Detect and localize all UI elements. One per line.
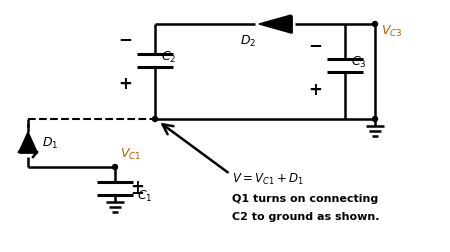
- Circle shape: [373, 117, 378, 122]
- Text: $V_{C3}$: $V_{C3}$: [381, 23, 403, 38]
- Polygon shape: [19, 133, 37, 152]
- Circle shape: [153, 117, 158, 122]
- Text: $C_2$: $C_2$: [161, 50, 176, 65]
- Text: $D_2$: $D_2$: [240, 34, 256, 49]
- Text: Q1 turns on connecting: Q1 turns on connecting: [232, 193, 378, 203]
- Text: $V_{C1}$: $V_{C1}$: [120, 146, 141, 161]
- Circle shape: [112, 165, 117, 170]
- Text: +: +: [308, 81, 322, 99]
- Text: $V = V_{C1}+D_1$: $V = V_{C1}+D_1$: [232, 171, 304, 186]
- Text: +: +: [118, 75, 132, 93]
- Text: $C_1$: $C_1$: [137, 188, 153, 203]
- Text: +: +: [130, 177, 144, 195]
- Text: C2 to ground as shown.: C2 to ground as shown.: [232, 211, 379, 221]
- Text: $D_1$: $D_1$: [42, 136, 58, 150]
- Polygon shape: [259, 16, 291, 34]
- Circle shape: [373, 22, 378, 27]
- Text: −: −: [130, 182, 144, 200]
- Text: $C_3$: $C_3$: [351, 55, 367, 70]
- Text: −: −: [118, 30, 132, 48]
- Text: −: −: [308, 36, 322, 54]
